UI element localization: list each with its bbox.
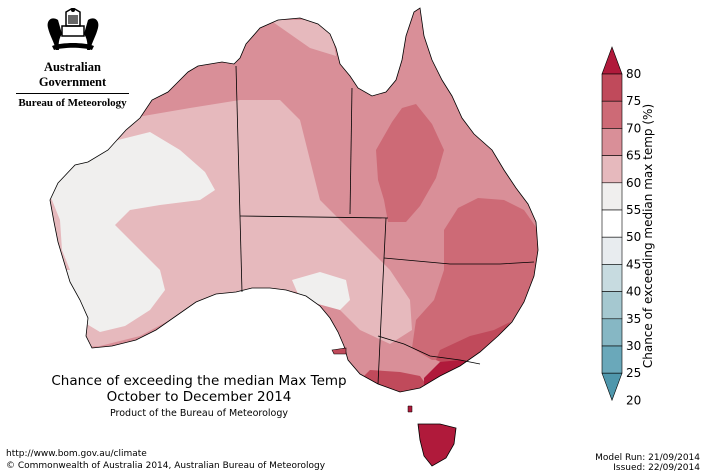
legend-swatch-below-20: [601, 372, 623, 402]
state-borders: [235, 65, 535, 385]
legend-tick-label: 50: [626, 230, 641, 244]
legend-tick-label: 25: [626, 366, 641, 380]
legend-swatch-35-40: [601, 291, 623, 320]
zone-60-65-north: [270, 20, 336, 56]
zone-55-60-sa: [292, 272, 350, 310]
legend-swatch-above-80: [601, 46, 623, 75]
legend-tick-label: 35: [626, 312, 641, 326]
coat-of-arms-icon: [47, 7, 98, 50]
zone-70-75-east: [412, 198, 538, 360]
legend-tick-label: 30: [626, 339, 641, 353]
legend-swatch-55-60: [601, 182, 623, 211]
australia-map: [49, 7, 539, 467]
footer-url[interactable]: http://www.bom.gov.au/climate: [6, 449, 147, 459]
zone-55-60: [50, 132, 215, 332]
map-title: Chance of exceeding the median Max Temp …: [40, 373, 358, 405]
logo-divider: [16, 93, 129, 94]
zone-70-75-qld: [376, 104, 444, 222]
legend-swatch-65-70: [601, 128, 623, 156]
map-subtitle: Product of the Bureau of Meteorology: [109, 408, 289, 419]
legend-swatch-40-45: [601, 264, 623, 292]
bureau-label: Bureau of Meteorology: [18, 97, 127, 109]
model-run-info: Model Run: 21/09/2014 Issued: 22/09/2014: [595, 453, 700, 473]
legend-tick-label: 70: [626, 121, 641, 135]
legend-tick-label: 20: [626, 393, 641, 407]
legend-tick-label: 75: [626, 94, 641, 108]
legend-tick-label: 45: [626, 257, 641, 271]
coastline: [49, 7, 539, 393]
bom-logo: Australian Government Bureau of Meteorol…: [10, 7, 135, 109]
tasmania: [417, 423, 457, 467]
legend-tick-label: 80: [626, 67, 641, 81]
map-title-line1: Chance of exceeding the median Max Temp: [51, 373, 347, 389]
legend-title: Chance of exceeding median max temp (%): [641, 103, 655, 369]
footer-copyright: © Commonwealth of Australia 2014, Austra…: [6, 461, 326, 471]
model-run: Model Run: 21/09/2014: [595, 453, 700, 463]
government-label: Australian Government: [38, 60, 107, 89]
legend-swatch-60-65: [601, 155, 623, 184]
legend-tick-label: 55: [626, 203, 641, 217]
issued-date: Issued: 22/09/2014: [613, 463, 700, 473]
legend-swatch-25-30: [601, 345, 623, 374]
king-island: [407, 405, 413, 413]
legend-swatch-75-80: [601, 73, 623, 102]
legend-colorbar: 80 75 70 65 60 55 50 45 40 35 30 25 20: [601, 46, 641, 407]
zone-75-80: [436, 322, 510, 366]
kangaroo-island: [331, 347, 347, 355]
map-title-line2: October to December 2014: [106, 389, 292, 405]
legend-tick-label: 60: [626, 176, 641, 190]
legend-swatch-50-55: [601, 209, 623, 238]
legend-tick-label: 40: [626, 285, 641, 299]
legend-swatch-30-35: [601, 318, 623, 347]
legend-tick-label: 65: [626, 149, 641, 163]
legend-swatch-45-50: [601, 236, 623, 265]
legend-swatch-70-75: [601, 100, 623, 129]
